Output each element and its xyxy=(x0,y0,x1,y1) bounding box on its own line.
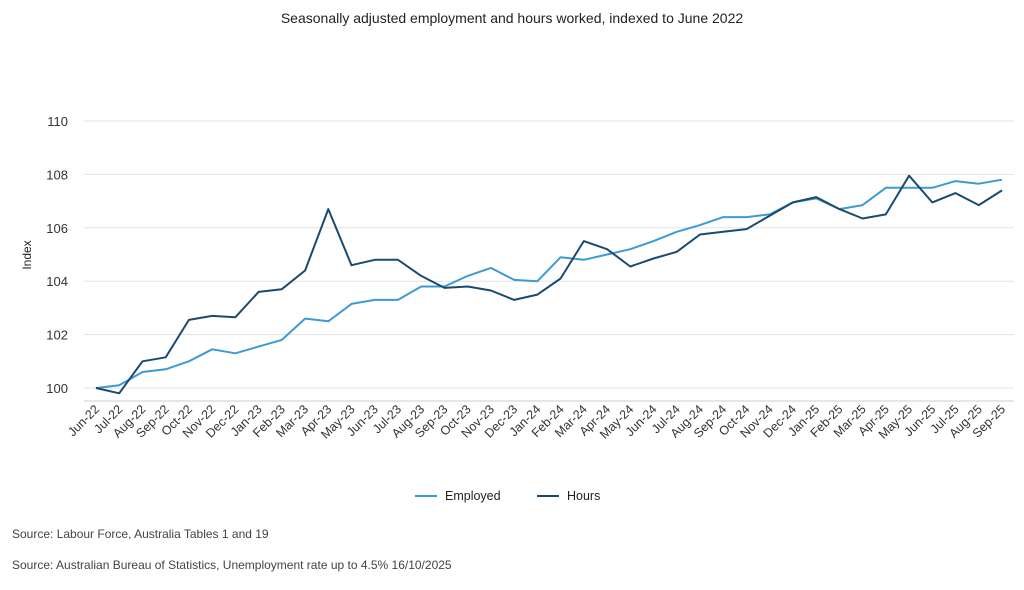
legend-swatch-employed xyxy=(415,495,437,497)
source-note-2: Source: Australian Bureau of Statistics,… xyxy=(12,558,452,572)
y-tick-label: 110 xyxy=(47,114,68,129)
y-axis-label: Index xyxy=(20,240,34,269)
y-tick-label: 102 xyxy=(46,328,68,343)
y-tick-label: 100 xyxy=(46,381,68,396)
series-line-hours xyxy=(95,174,1003,395)
y-tick-label: 104 xyxy=(46,274,68,289)
series-line-employed xyxy=(95,178,1003,389)
y-tick-label: 108 xyxy=(46,167,68,182)
legend-label-employed: Employed xyxy=(445,489,501,503)
source-note-1: Source: Labour Force, Australia Tables 1… xyxy=(12,527,269,541)
legend-item-employed[interactable]: Employed xyxy=(415,489,501,503)
y-tick-label: 106 xyxy=(46,221,68,236)
line-chart: 100102104106108110IndexJun-22Jul-22Aug-2… xyxy=(20,114,1014,442)
legend-label-hours: Hours xyxy=(567,489,601,503)
legend-item-hours[interactable]: Hours xyxy=(537,489,600,503)
chart-title: Seasonally adjusted employment and hours… xyxy=(280,10,744,26)
legend-swatch-hours xyxy=(537,495,559,497)
